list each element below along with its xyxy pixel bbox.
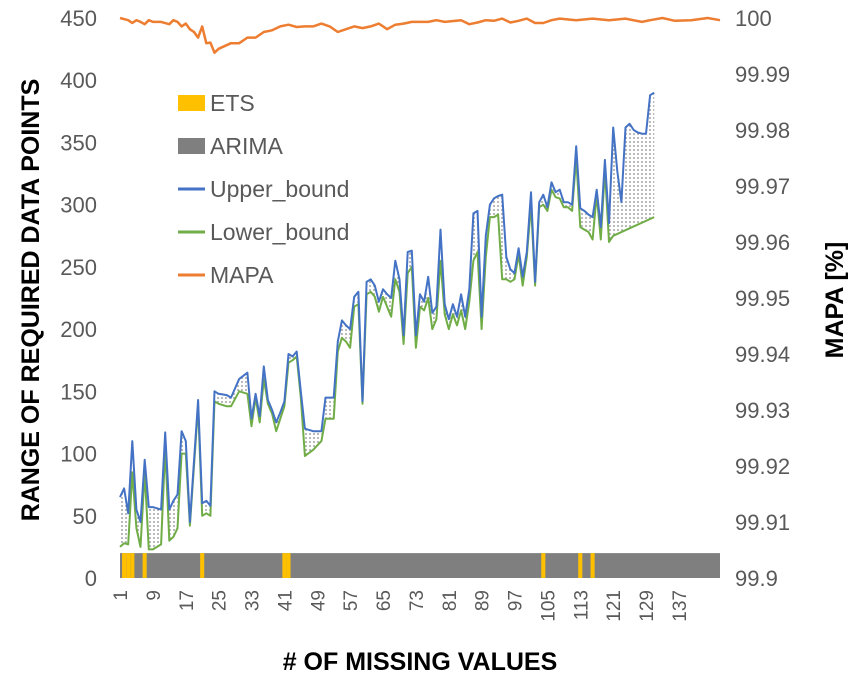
ets-bar: [578, 553, 583, 578]
y-tick-label: 50: [73, 504, 97, 529]
ets-bar: [142, 553, 147, 578]
legend-swatch: [178, 95, 205, 111]
y-tick-label: 200: [60, 317, 97, 342]
x-axis-ticks: 1 9 17 25 33 41 49 57 65 73 81 89 97 105 113 121 129 137: [111, 590, 691, 622]
y2-tick-label: 99.93: [735, 398, 790, 423]
y2-tick-label: 99.92: [735, 454, 790, 479]
y2-tick-label: 99.99: [735, 62, 790, 87]
x-tick-label: 73: [407, 590, 428, 611]
legend-label: ARIMA: [210, 133, 284, 159]
ets-bar: [541, 553, 546, 578]
range-band-fill: [120, 92, 655, 550]
x-tick-label: 9: [144, 590, 165, 601]
legend-label: MAPA: [210, 262, 274, 288]
legend-swatch: [178, 138, 205, 154]
x-tick-label: 17: [177, 590, 198, 611]
x-tick-label: 49: [308, 590, 329, 611]
y-axis-title: RANGE OF REQUIRED DATA POINTS: [17, 79, 45, 522]
x-tick-label: 89: [473, 590, 494, 611]
y2-tick-label: 99.94: [735, 342, 790, 367]
x-tick-label: 129: [637, 590, 658, 622]
y-tick-label: 350: [60, 130, 97, 155]
x-tick-label: 33: [243, 590, 264, 611]
model-strip: [120, 553, 720, 578]
ets-bar: [200, 553, 205, 578]
ets-bar: [590, 553, 595, 578]
y2-tick-label: 99.91: [735, 510, 790, 535]
y-tick-label: 400: [60, 68, 97, 93]
ets-bar: [130, 553, 135, 578]
legend-label: ETS: [210, 90, 255, 116]
x-tick-label: 65: [374, 590, 395, 611]
arima-bar: [120, 553, 720, 578]
plot-area: [119, 16, 721, 578]
x-tick-label: 113: [571, 590, 592, 620]
y2-tick-label: 99.97: [735, 174, 790, 199]
x-tick-label: 57: [341, 590, 362, 611]
mapa-line: [119, 16, 721, 54]
x-tick-label: 137: [670, 590, 691, 622]
x-tick-label: 105: [538, 590, 559, 622]
x-tick-label: 121: [604, 590, 625, 622]
y2-tick-label: 99.95: [735, 286, 790, 311]
y-tick-label: 250: [60, 255, 97, 280]
y2-tick-label: 99.9: [735, 566, 778, 591]
ets-bar: [122, 553, 127, 578]
x-tick-label: 25: [210, 590, 231, 611]
left-axis-ticks: 0 50 100 150 200 250 300 350 400 450: [60, 6, 97, 591]
x-tick-label: 97: [506, 590, 527, 611]
y2-axis-title: MAPA [%]: [821, 242, 849, 359]
ets-bar: [286, 553, 291, 578]
y-tick-label: 300: [60, 193, 97, 218]
y-tick-label: 0: [85, 566, 97, 591]
x-axis-title: # OF MISSING VALUES: [283, 648, 558, 676]
lower-bound-line: [119, 156, 655, 551]
legend: ETS ARIMA Upper_bound Lower_bound MAPA: [178, 90, 349, 288]
ets-bar: [282, 553, 287, 578]
y-tick-label: 150: [60, 379, 97, 404]
range-band: [120, 92, 655, 550]
right-axis-ticks: 99.9 99.91 99.92 99.93 99.94 99.95 99.96 99.97 9…: [735, 6, 790, 591]
y2-tick-label: 100: [735, 6, 772, 31]
y2-tick-label: 99.98: [735, 118, 790, 143]
y2-tick-label: 99.96: [735, 230, 790, 255]
ets-bar: [126, 553, 131, 578]
x-tick-label: 1: [111, 590, 132, 601]
y-tick-label: 100: [60, 442, 97, 467]
y-tick-label: 450: [60, 6, 97, 31]
x-tick-label: 81: [440, 590, 461, 611]
x-tick-label: 41: [275, 590, 296, 611]
legend-label: Upper_bound: [210, 176, 349, 202]
upper-bound-line: [119, 91, 655, 523]
legend-label: Lower_bound: [210, 219, 349, 245]
series-lines: [119, 16, 721, 551]
